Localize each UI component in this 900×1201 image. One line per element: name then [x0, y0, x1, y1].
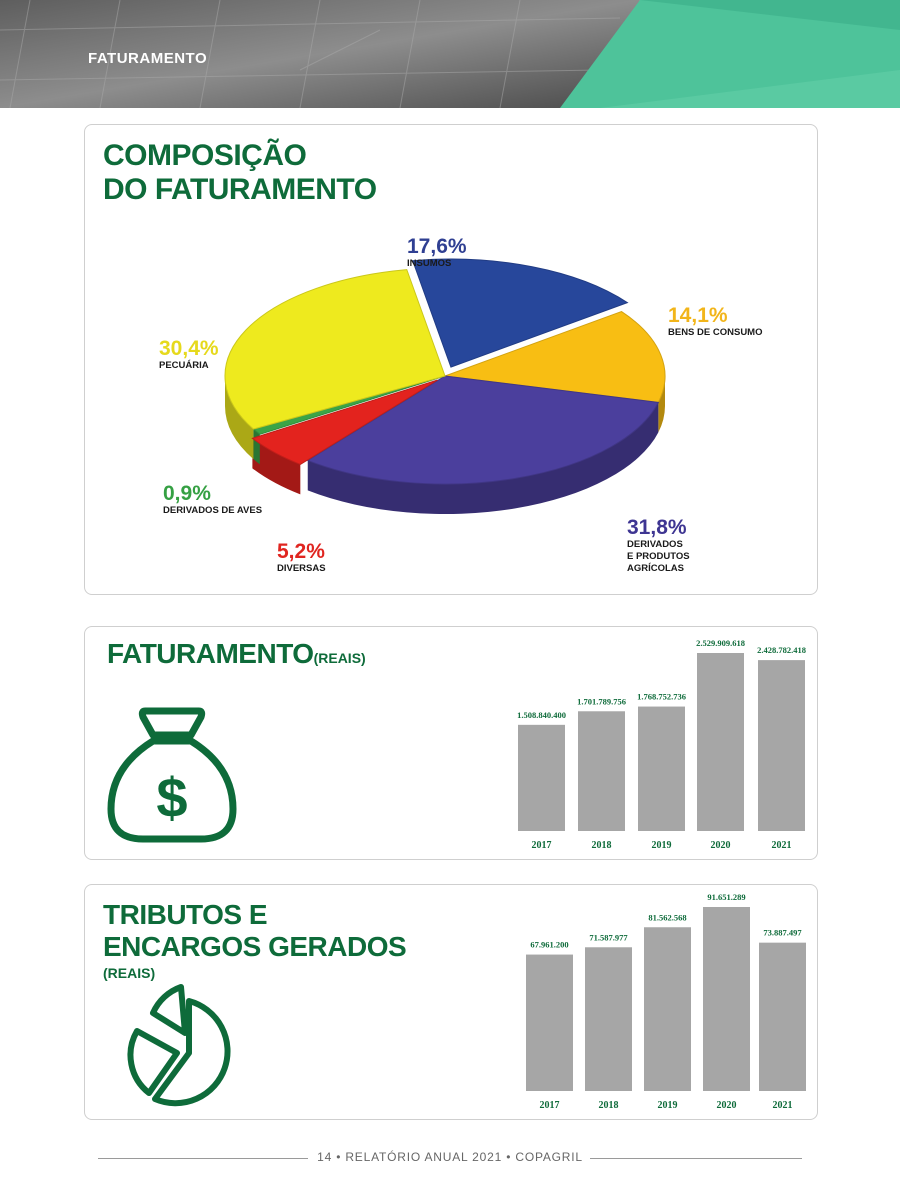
- pie-slice: [224, 269, 446, 430]
- pie-slice-side: [225, 376, 254, 460]
- pie-slice-percent: 17,6%: [407, 235, 467, 258]
- bar-category-label: 2018: [599, 1100, 619, 1111]
- bar-value-label: 1.701.789.756: [577, 696, 626, 706]
- pie-chart-icon: [127, 984, 231, 1107]
- money-bag-icon: $: [107, 707, 237, 843]
- bar-2017: [526, 954, 573, 1091]
- taxes-title-unit: (REAIS): [103, 965, 156, 981]
- footer-rule-left: [98, 1158, 308, 1159]
- bar-value-label: 81.562.568: [648, 912, 686, 922]
- page-footer: 14 • RELATÓRIO ANUAL 2021 • COPAGRIL: [317, 1150, 583, 1164]
- bar-2019: [644, 927, 691, 1091]
- pie-slice-percent: 30,4%: [159, 337, 219, 360]
- pie-slice-side: [307, 402, 659, 514]
- revenue-title: FATURAMENTO(REAIS): [107, 637, 366, 671]
- footer-rule-right: [590, 1158, 802, 1159]
- revenue-panel: FATURAMENTO(REAIS) $ 1.508.840.400 2017 1.…: [84, 626, 818, 860]
- revenue-title-text: FATURAMENTO: [107, 638, 314, 669]
- composition-title: COMPOSIÇÃO DO FATURAMENTO: [103, 139, 377, 207]
- bar-2020: [697, 653, 744, 831]
- header-background: [0, 0, 900, 108]
- section-title: FATURAMENTO: [88, 50, 208, 67]
- pie-slice-label: DERIVADOS DE AVES: [163, 505, 262, 516]
- taxes-title-line1: TRIBUTOS E: [103, 899, 268, 930]
- pie-slice-label: DIVERSAS: [277, 563, 326, 574]
- bar-value-label: 91.651.289: [707, 892, 745, 902]
- bar-2020: [703, 907, 750, 1091]
- bar-category-label: 2017: [540, 1100, 560, 1111]
- bar-category-label: 2021: [773, 1100, 793, 1111]
- taxes-title-line2: ENCARGOS GERADOS: [103, 931, 407, 962]
- bar-category-label: 2021: [772, 840, 792, 851]
- bar-category-label: 2019: [652, 840, 672, 851]
- bar-value-label: 71.587.977: [589, 932, 628, 942]
- company-name: COPAGRIL: [515, 1150, 583, 1164]
- bar-value-label: 1.768.752.736: [637, 692, 686, 702]
- pie-slice-percent: 0,9%: [163, 482, 211, 505]
- bar-category-label: 2020: [711, 840, 731, 851]
- bar-2021: [758, 660, 805, 831]
- bar-category-label: 2017: [532, 840, 552, 851]
- bar-category-label: 2019: [658, 1100, 678, 1111]
- pie-slice-side: [252, 438, 301, 495]
- bar-category-label: 2018: [592, 840, 612, 851]
- revenue-title-unit: (REAIS): [313, 650, 366, 666]
- bar-2018: [578, 711, 625, 831]
- taxes-panel: TRIBUTOS E ENCARGOS GERADOS (REAIS) 67.9…: [84, 884, 818, 1120]
- bar-value-label: 1.508.840.400: [517, 710, 566, 720]
- pie-slice-label: INSUMOS: [407, 258, 451, 269]
- bar-2018: [585, 947, 632, 1091]
- bar-value-label: 67.961.200: [530, 940, 568, 950]
- composition-title-line1: COMPOSIÇÃO: [103, 139, 307, 172]
- pie-slice-label: PECUÁRIA: [159, 360, 209, 371]
- pie-slice-label: AGRÍCOLAS: [627, 563, 684, 574]
- svg-text:$: $: [156, 766, 187, 829]
- bar-2017: [518, 724, 565, 831]
- composition-panel: COMPOSIÇÃO DO FATURAMENTO 17,6% INSUMOS 14…: [84, 124, 818, 595]
- page-header: FATURAMENTO: [0, 0, 900, 108]
- bar-value-label: 2.529.909.618: [696, 638, 745, 648]
- pie-slice-side: [253, 429, 260, 465]
- pie-slice-percent: 14,1%: [668, 304, 728, 327]
- bar-2019: [638, 706, 685, 831]
- bar-value-label: 2.428.782.418: [757, 645, 806, 655]
- taxes-bar-chart: 67.961.200 2017 71.587.977 2018 81.562.568 20…: [526, 892, 806, 1111]
- pie-slice-label: DERIVADOS: [627, 539, 683, 550]
- pie-slice: [412, 258, 629, 368]
- pie-slice-label: E PRODUTOS: [627, 551, 690, 562]
- pie-slice-percent: 5,2%: [277, 540, 325, 563]
- pie-slice: [444, 310, 666, 403]
- bar-2021: [759, 942, 806, 1091]
- report-title: RELATÓRIO ANUAL 2021: [345, 1150, 503, 1164]
- revenue-bar-chart: 1.508.840.400 2017 1.701.789.756 2018 1.768.…: [517, 638, 806, 851]
- pie-slice-label: BENS DE CONSUMO: [668, 327, 762, 338]
- pie-slice: [251, 379, 438, 465]
- pie-slice-percent: 31,8%: [627, 516, 687, 539]
- composition-title-line2: DO FATURAMENTO: [103, 173, 377, 206]
- bar-category-label: 2020: [717, 1100, 737, 1111]
- bar-value-label: 73.887.497: [763, 928, 802, 938]
- page-number: 14: [317, 1150, 333, 1164]
- pie-slice: [306, 375, 660, 485]
- taxes-title: TRIBUTOS E ENCARGOS GERADOS: [103, 899, 407, 963]
